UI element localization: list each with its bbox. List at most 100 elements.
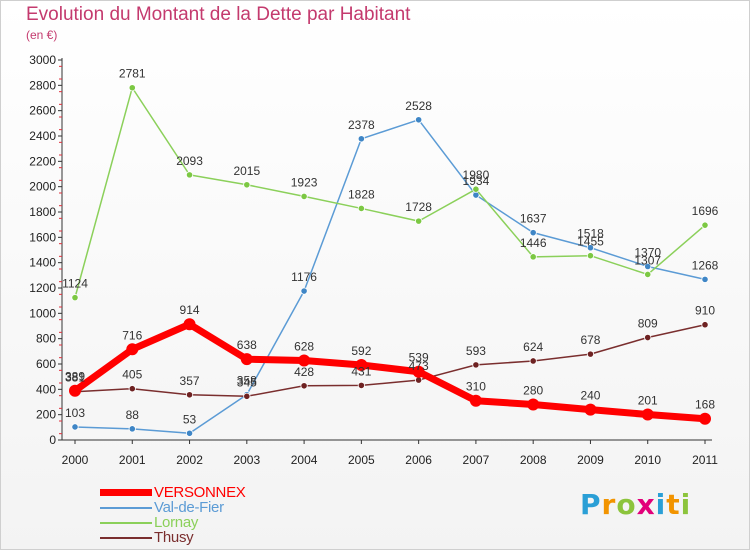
legend-swatch (100, 522, 152, 524)
chart-title: Evolution du Montant de la Dette par Hab… (26, 4, 411, 25)
legend-swatch (100, 537, 152, 539)
data-label: 389 (65, 370, 85, 384)
data-point (300, 382, 308, 390)
data-point (472, 361, 480, 369)
y-tick-label: 600 (36, 357, 56, 371)
data-point (415, 217, 423, 225)
y-tick-label: 200 (36, 408, 56, 422)
data-label: 1923 (291, 175, 318, 189)
data-point (469, 394, 482, 407)
data-point (412, 365, 425, 378)
y-tick-label: 1200 (29, 281, 56, 295)
data-point (701, 321, 709, 329)
data-point (185, 171, 194, 179)
data-point (243, 392, 251, 400)
data-label: 809 (638, 317, 658, 331)
series-line (74, 323, 706, 398)
data-point (355, 359, 368, 372)
data-label: 593 (466, 344, 486, 358)
data-point (644, 270, 652, 279)
data-label: 428 (294, 365, 314, 379)
y-tick-label: 800 (36, 332, 56, 346)
data-label: 1980 (463, 168, 490, 182)
data-point (701, 221, 709, 229)
data-point (357, 135, 365, 143)
data-label: 910 (695, 304, 715, 318)
data-label: 2378 (348, 118, 375, 132)
data-point (126, 343, 139, 356)
data-label: 1518 (577, 227, 604, 241)
data-point (527, 398, 540, 411)
y-tick-label: 1400 (29, 256, 56, 270)
data-label: 1370 (634, 245, 661, 259)
data-point (357, 381, 365, 390)
data-point (415, 116, 423, 124)
x-tick-label: 2008 (520, 453, 547, 467)
data-point (71, 294, 79, 302)
x-tick-label: 2003 (233, 453, 260, 467)
legend-swatch (100, 507, 152, 509)
data-label: 1446 (520, 236, 547, 250)
logo-letter: i (680, 488, 692, 521)
data-label: 357 (180, 374, 200, 388)
data-point (240, 353, 253, 366)
data-label: 1728 (405, 200, 432, 214)
data-label: 2015 (233, 164, 260, 178)
data-label: 2781 (119, 67, 146, 81)
x-tick-label: 2005 (348, 453, 375, 467)
data-label: 201 (638, 394, 658, 408)
data-label: 103 (65, 406, 85, 420)
data-label: 1637 (520, 212, 547, 226)
x-tick-label: 2011 (692, 453, 718, 467)
x-tick-label: 2000 (62, 453, 89, 467)
data-label: 358 (237, 374, 257, 388)
y-tick-label: 2400 (29, 129, 56, 143)
data-point (584, 403, 597, 416)
legend-swatch (100, 489, 152, 496)
data-point (641, 408, 654, 421)
data-point (415, 376, 423, 384)
y-tick-label: 2800 (29, 78, 56, 92)
x-tick-label: 2009 (577, 453, 604, 467)
data-point (185, 391, 194, 399)
data-label: 280 (523, 384, 543, 398)
data-label: 1455 (577, 235, 604, 249)
data-label: 638 (237, 338, 257, 352)
data-label: 88 (126, 408, 140, 422)
data-point (128, 84, 136, 92)
y-tick-label: 0 (49, 433, 56, 447)
data-point (529, 253, 537, 261)
data-label: 1696 (692, 204, 719, 218)
data-label: 539 (409, 351, 429, 365)
data-point (586, 244, 595, 252)
data-point (243, 181, 251, 189)
x-tick-label: 2007 (463, 453, 490, 467)
y-tick-label: 2000 (29, 180, 56, 194)
data-label: 1268 (692, 258, 719, 272)
data-label: 1934 (463, 174, 490, 188)
y-tick-label: 1800 (29, 205, 56, 219)
x-tick-label: 2002 (176, 453, 203, 467)
data-point (701, 275, 709, 283)
data-point (699, 412, 711, 425)
data-point (128, 385, 136, 393)
data-point (644, 333, 652, 342)
data-label: 168 (695, 398, 715, 412)
data-point (529, 229, 537, 237)
x-tick-label: 2001 (119, 453, 146, 467)
logo-letter: t (666, 488, 681, 521)
data-label: 2528 (405, 99, 432, 113)
data-point (185, 429, 194, 437)
data-label: 473 (409, 359, 429, 373)
data-label: 1176 (291, 270, 317, 284)
data-label: 1828 (348, 187, 375, 201)
logo-letter: r (601, 488, 617, 521)
y-tick-label: 3000 (29, 53, 56, 67)
logo-letter: P (580, 488, 602, 521)
data-point (128, 425, 136, 433)
y-tick-label: 2600 (29, 104, 56, 118)
series-line (74, 119, 706, 435)
legend-label: VERSONNEX (154, 484, 246, 501)
logo-letter: x (636, 488, 656, 521)
logo-letter: o (616, 488, 637, 521)
